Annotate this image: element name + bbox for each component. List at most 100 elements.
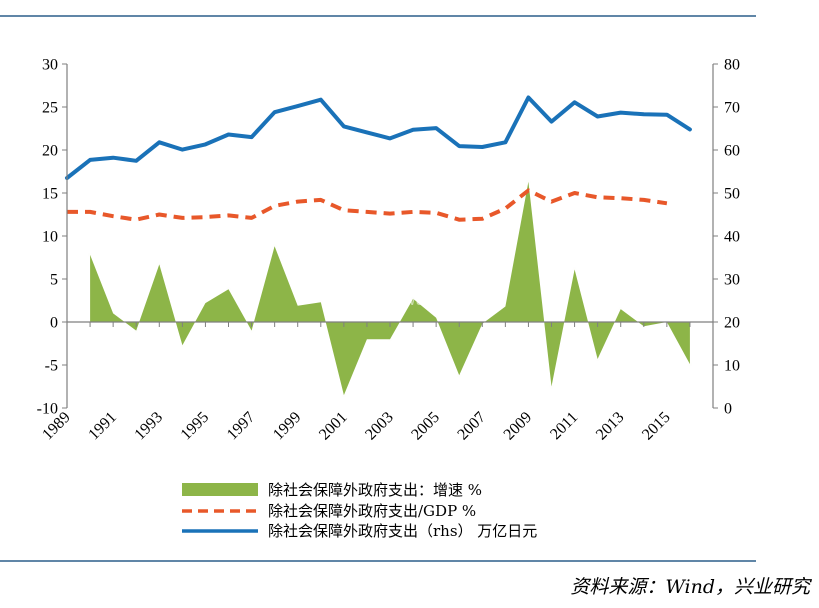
- data-point: [503, 140, 507, 144]
- y-right-tick-label: 50: [724, 186, 740, 203]
- y-right-tick-label: 20: [724, 315, 740, 332]
- data-point: [296, 104, 300, 108]
- series-ratio-line: [67, 188, 668, 222]
- data-point: [480, 217, 484, 221]
- data-point: [296, 304, 300, 308]
- data-point: [203, 142, 207, 146]
- data-point: [526, 188, 530, 192]
- legend-label-spending: 除社会保障外政府支出（rhs） 万亿日元: [268, 522, 537, 540]
- data-point: [503, 206, 507, 210]
- data-point: [365, 130, 369, 134]
- legend-label-ratio: 除社会保障外政府支出/GDP %: [268, 502, 476, 520]
- x-tick-label: 1991: [85, 409, 120, 444]
- data-point: [642, 112, 646, 116]
- data-point: [365, 210, 369, 214]
- data-point: [203, 301, 207, 305]
- data-point: [272, 110, 276, 114]
- data-point: [595, 195, 599, 199]
- x-tick-label: 2013: [593, 409, 628, 444]
- y-right-tick-label: 80: [724, 57, 740, 74]
- data-point: [503, 304, 507, 308]
- data-point: [319, 300, 323, 304]
- x-tick-label: 2015: [639, 409, 674, 444]
- data-point: [319, 98, 323, 102]
- data-point: [595, 357, 599, 361]
- data-point: [365, 337, 369, 341]
- plot-area: 海外仙 Haiwaixian: [65, 95, 692, 397]
- data-point: [411, 210, 415, 214]
- x-tick-label: 2007: [454, 409, 489, 444]
- data-point: [180, 147, 184, 151]
- data-point: [688, 362, 692, 366]
- y-left-tick-label: 10: [42, 229, 58, 246]
- data-point: [88, 210, 92, 214]
- data-point: [572, 100, 576, 104]
- data-point: [203, 215, 207, 219]
- data-point: [619, 196, 623, 200]
- data-point: [249, 135, 253, 139]
- data-point: [157, 212, 161, 216]
- data-point: [226, 213, 230, 217]
- data-point: [88, 158, 92, 162]
- x-tick-label: 2005: [408, 409, 443, 444]
- legend-swatch-growth: [182, 483, 258, 496]
- x-tick-label: 2011: [547, 409, 581, 443]
- x-tick-label: 1995: [178, 409, 213, 444]
- data-point: [157, 262, 161, 266]
- data-point: [665, 201, 669, 205]
- data-point: [572, 191, 576, 195]
- data-point: [319, 198, 323, 202]
- y-right-tick-label: 0: [724, 401, 732, 418]
- data-point: [388, 136, 392, 140]
- data-point: [411, 128, 415, 132]
- y-right-tick-label: 30: [724, 272, 740, 289]
- y-left-tick-label: 5: [50, 272, 58, 289]
- y-right-tick-label: 60: [724, 143, 740, 160]
- data-point: [457, 373, 461, 377]
- x-tick-label: 1997: [224, 409, 259, 444]
- data-point: [226, 287, 230, 291]
- x-tick-label: 2001: [316, 409, 351, 444]
- x-tick-label: 2003: [362, 409, 397, 444]
- data-point: [272, 204, 276, 208]
- y-left-tick-label: 30: [42, 57, 58, 74]
- y-left-tick-label: 15: [42, 186, 58, 203]
- data-point: [342, 393, 346, 397]
- source-note: 资料来源：Wind，兴业研究: [570, 576, 813, 598]
- data-point: [111, 214, 115, 218]
- data-point: [296, 199, 300, 203]
- x-tick-label: 1993: [131, 409, 166, 444]
- legend-label-growth: 除社会保障外政府支出：增速 %: [268, 481, 482, 499]
- series-spending-line: [65, 95, 692, 180]
- data-point: [457, 144, 461, 148]
- data-point: [388, 337, 392, 341]
- x-tick-label: 1999: [270, 409, 305, 444]
- data-point: [526, 95, 530, 99]
- y-left-tick-label: -5: [45, 358, 58, 375]
- data-point: [111, 156, 115, 160]
- data-point: [388, 211, 392, 215]
- legend: 除社会保障外政府支出：增速 % 除社会保障外政府支出/GDP % 除社会保障外政…: [182, 481, 537, 540]
- data-point: [180, 216, 184, 220]
- y-right-tick-label: 40: [724, 229, 740, 246]
- data-point: [549, 199, 553, 203]
- data-point: [180, 343, 184, 347]
- data-point: [434, 211, 438, 215]
- data-point: [619, 110, 623, 114]
- data-point: [342, 124, 346, 128]
- data-point: [249, 216, 253, 220]
- data-point: [249, 328, 253, 332]
- data-point: [134, 218, 138, 222]
- data-point: [134, 328, 138, 332]
- data-point: [342, 208, 346, 212]
- data-point: [549, 119, 553, 123]
- data-point: [434, 316, 438, 320]
- data-point: [457, 218, 461, 222]
- watermark: 海外仙 Haiwaixian: [329, 291, 461, 309]
- data-point: [480, 145, 484, 149]
- y-right-tick-label: 10: [724, 358, 740, 375]
- data-point: [572, 267, 576, 271]
- data-point: [434, 126, 438, 130]
- data-point: [688, 127, 692, 131]
